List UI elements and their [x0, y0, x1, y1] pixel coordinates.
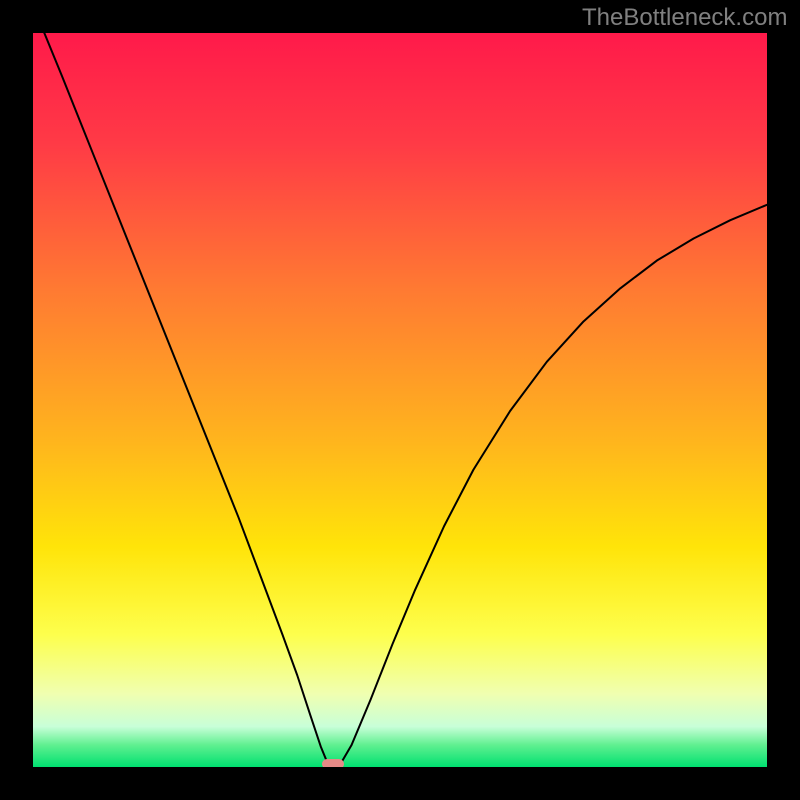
watermark-text: TheBottleneck.com — [582, 4, 787, 32]
frame-right — [767, 0, 800, 800]
plot-area — [33, 33, 767, 767]
bottleneck-curve — [33, 33, 767, 767]
frame-bottom — [0, 767, 800, 800]
frame-left — [0, 0, 33, 800]
bottleneck-marker — [322, 759, 344, 767]
